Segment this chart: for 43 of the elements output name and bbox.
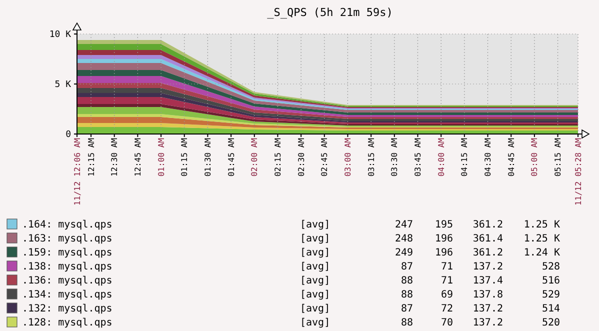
text: [avg] 249 196 361.2 1.24 K	[300, 248, 560, 258]
text: [avg] 248 196 361.4 1.25 K	[300, 234, 560, 244]
x-tick-label: 04:00 AM	[436, 138, 446, 177]
y-tick-label: 5 K	[54, 80, 72, 90]
text: [avg] 88 70 137.2 520	[300, 318, 560, 328]
x-tick-label: 12:15 AM	[86, 138, 96, 177]
x-tick-label: 11/12 05:28 AM	[574, 138, 583, 206]
legend-label: .159: mysql.qps	[22, 248, 112, 258]
x-tick-label: 05:00 AM	[530, 138, 540, 177]
text: [avg] 247 195 361.2 1.25 K	[300, 220, 560, 230]
x-tick-label: 03:15 AM	[366, 138, 376, 177]
legend-label: .132: mysql.qps	[22, 304, 112, 314]
legend-label: .164: mysql.qps	[22, 220, 112, 230]
x-tick-label: 02:15 AM	[274, 138, 283, 177]
y-tick-label: 10 K	[49, 30, 72, 40]
x-tick-label: 01:15 AM	[180, 138, 190, 177]
text: [avg] 87 71 137.2 528	[300, 262, 560, 272]
y-tick-label: 0	[66, 130, 71, 140]
x-tick-label: 01:45 AM	[226, 138, 236, 177]
legend-label: .134: mysql.qps	[22, 290, 112, 300]
legend-label: .136: mysql.qps	[22, 276, 112, 286]
x-tick-label: 04:30 AM	[484, 138, 493, 177]
x-tick-label: 04:15 AM	[460, 138, 470, 177]
x-tick-label: 03:30 AM	[390, 138, 400, 177]
x-tick-label: 02:45 AM	[320, 138, 330, 177]
x-tick-label: 03:00 AM	[344, 138, 353, 177]
legend-label: .138: mysql.qps	[22, 262, 112, 272]
x-tick-label: 01:00 AM	[156, 138, 166, 177]
text: [avg] 87 72 137.2 514	[300, 304, 560, 314]
x-tick-label: 01:30 AM	[203, 138, 212, 177]
x-tick-label: 05:15 AM	[554, 138, 563, 177]
x-tick-label: 02:00 AM	[250, 138, 260, 177]
legend-label: .128: mysql.qps	[22, 318, 112, 328]
x-tick-label: 12:30 AM	[110, 138, 120, 177]
x-tick-label: 02:30 AM	[296, 138, 306, 177]
chart-title: _S_QPS (5h 21m 59s)	[267, 6, 393, 19]
text: [avg] 88 71 137.4 516	[300, 276, 560, 286]
text: [avg] 88 69 137.8 529	[300, 290, 560, 300]
x-tick-label: 04:45 AM	[506, 138, 516, 177]
x-tick-label: 11/12 12:06 AM	[72, 138, 82, 206]
legend-label: .163: mysql.qps	[22, 234, 112, 244]
x-tick-label: 12:45 AM	[133, 138, 142, 177]
x-tick-label: 03:45 AM	[414, 138, 423, 177]
